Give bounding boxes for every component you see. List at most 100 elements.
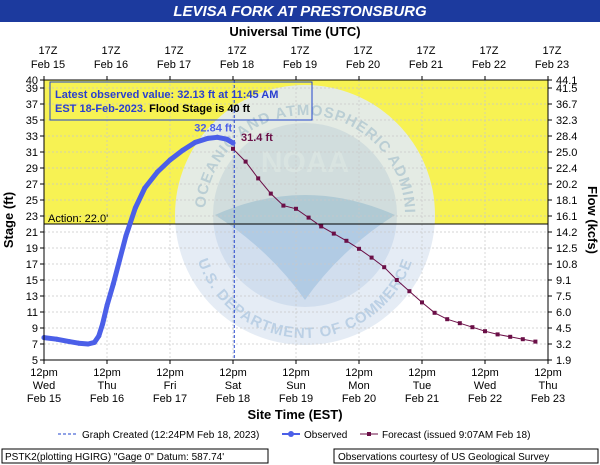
latest-value-box-frame	[49, 81, 313, 121]
bottom-tick-label: Feb 16	[90, 393, 124, 405]
forecast-point	[369, 255, 374, 260]
stage-tick-label: 19	[26, 243, 38, 255]
latest-value-date: EST 18-Feb-2023.	[55, 103, 146, 115]
footer-datum-text: PSTK2(plotting HGIRG) "Gage 0" Datum: 58…	[5, 452, 224, 463]
stage-tick-label: 39	[26, 83, 38, 95]
forecast-point	[344, 238, 349, 243]
top-tick-label: Feb 15	[31, 59, 65, 71]
left-axis-title: Stage (ft)	[1, 192, 16, 248]
legend-forecast-label: Forecast (issued 9:07AM Feb 18)	[382, 430, 530, 441]
top-tick-label: Feb 18	[220, 59, 254, 71]
top-tick-label: Feb 21	[409, 59, 443, 71]
stage-tick-label: 5	[32, 355, 38, 367]
observed-point	[66, 339, 72, 345]
stage-tick-label: 7	[32, 339, 38, 351]
latest-value-line1: Latest observed value: 32.13 ft at 11:45…	[55, 89, 278, 101]
top-axis-title: Universal Time (UTC)	[229, 24, 360, 39]
observed-point	[54, 336, 60, 342]
observed-point	[142, 185, 148, 191]
top-tick-label: 17Z	[543, 45, 562, 57]
forecast-point	[243, 159, 248, 164]
forecast-point	[357, 246, 361, 251]
bottom-tick-label: Sat	[225, 380, 242, 392]
observed-point	[117, 257, 123, 263]
observed-point	[76, 340, 82, 346]
bottom-tick-label: 12pm	[282, 367, 310, 379]
flow-tick-label: 25.0	[556, 147, 577, 159]
top-tick-label: 17Z	[228, 45, 247, 57]
forecast-point	[231, 146, 235, 151]
forecast-point	[268, 191, 273, 196]
bottom-tick-label: Fri	[164, 380, 177, 392]
forecast-point	[457, 321, 462, 326]
forecast-peak-label: 31.4 ft	[241, 132, 273, 144]
forecast-point	[394, 278, 399, 282]
top-tick-label: Feb 23	[535, 59, 569, 71]
stage-tick-label: 37	[26, 99, 38, 111]
bottom-tick-label: Feb 21	[405, 393, 439, 405]
bottom-tick-label: 12pm	[156, 367, 184, 379]
observed-point	[85, 341, 91, 347]
top-tick-label: 17Z	[354, 45, 373, 57]
observed-point	[205, 135, 211, 141]
bottom-tick-label: Feb 19	[279, 393, 313, 405]
forecast-point	[319, 224, 324, 229]
observed-point	[110, 281, 116, 287]
bottom-tick-label: 12pm	[471, 367, 499, 379]
forecast-point	[495, 332, 500, 337]
stage-tick-label: 15	[26, 275, 38, 287]
forecast-point	[294, 206, 298, 211]
observed-point	[192, 139, 198, 145]
stage-tick-label: 27	[26, 179, 38, 191]
observed-point	[96, 333, 102, 339]
top-tick-label: Feb 22	[472, 59, 506, 71]
stage-tick-label: 25	[26, 195, 38, 207]
right-axis-title: Flow (kcfs)	[585, 186, 600, 254]
observed-point	[100, 321, 106, 327]
observed-point	[180, 147, 186, 153]
flow-tick-label: 10.8	[556, 259, 577, 271]
bottom-tick-label: Sun	[286, 380, 306, 392]
forecast-point	[407, 289, 412, 294]
bottom-tick-label: Feb 15	[27, 393, 61, 405]
flow-tick-label: 44.1	[556, 75, 577, 87]
action-stage-label: Action: 22.0'	[48, 213, 108, 225]
title-bar	[0, 0, 600, 22]
top-tick-label: Feb 17	[157, 59, 191, 71]
observed-point	[214, 134, 220, 140]
bottom-axis-title: Site Time (EST)	[247, 407, 342, 422]
top-tick-label: Feb 20	[346, 59, 380, 71]
bottom-tick-label: 12pm	[408, 367, 436, 379]
flow-tick-label: 36.7	[556, 99, 577, 111]
bottom-tick-label: Thu	[539, 380, 558, 392]
top-tick-label: 17Z	[291, 45, 310, 57]
flow-tick-label: 28.4	[556, 131, 577, 143]
forecast-point	[520, 337, 525, 342]
flow-tick-label: 16.1	[556, 211, 577, 223]
legend: Graph Created (12:24PM Feb 18, 2023) Obs…	[58, 430, 530, 441]
forecast-point	[331, 231, 336, 236]
flow-tick-label: 14.2	[556, 227, 577, 239]
flow-tick-label: 32.3	[556, 115, 577, 127]
stage-tick-label: 21	[26, 227, 38, 239]
legend-forecast-marker	[367, 432, 371, 436]
flow-tick-label: 22.4	[556, 163, 577, 175]
bottom-tick-label: Feb 17	[153, 393, 187, 405]
bottom-tick-label: 12pm	[30, 367, 58, 379]
flow-tick-label: 3.2	[556, 339, 571, 351]
legend-graph-created-label: Graph Created (12:24PM Feb 18, 2023)	[82, 430, 259, 441]
footer-right-box	[333, 448, 599, 464]
forecast-point	[306, 215, 311, 220]
observed-point	[104, 303, 110, 309]
legend-observed-marker	[288, 431, 294, 437]
top-tick-label: Feb 19	[283, 59, 317, 71]
top-tick-label: Feb 16	[94, 59, 128, 71]
top-tick-label: 17Z	[417, 45, 436, 57]
forecast-point	[382, 265, 387, 270]
observed-point	[91, 339, 97, 345]
footer-left-box	[1, 448, 269, 464]
latest-value-line2: EST 18-Feb-2023. Flood Stage is 40 ft	[55, 103, 250, 115]
bottom-tick-label: Thu	[98, 380, 117, 392]
flow-tick-label: 41.5	[556, 83, 577, 95]
